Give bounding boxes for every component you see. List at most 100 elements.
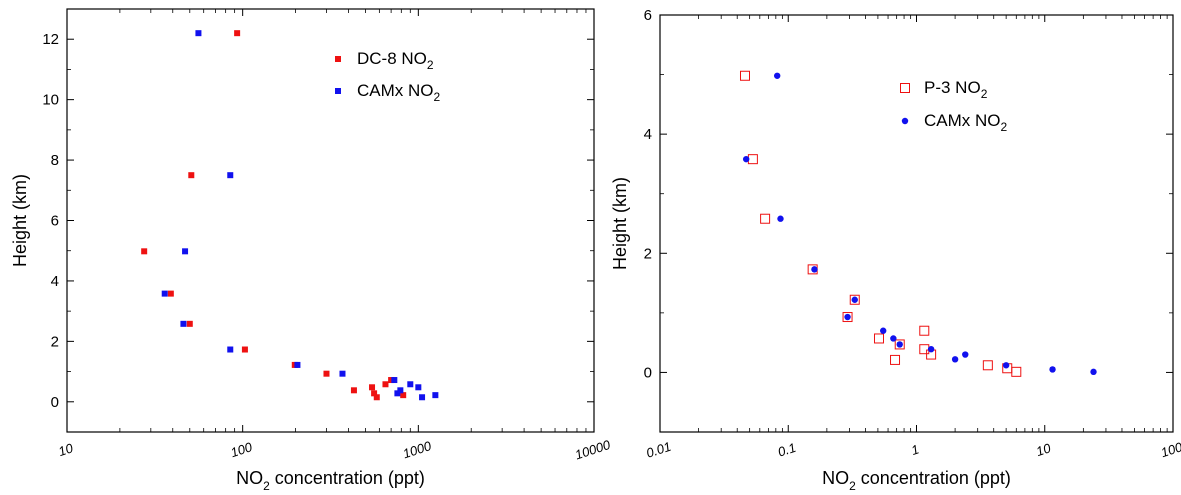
data-point — [851, 296, 858, 303]
data-point — [186, 320, 193, 327]
x-axis-label-main: NO — [236, 468, 263, 488]
data-point — [1090, 368, 1097, 376]
y-tick-label: 6 — [644, 7, 652, 24]
data-point — [432, 392, 439, 399]
legend-label-main: CAMx NO — [357, 81, 434, 100]
y-tick-label: 10 — [42, 92, 59, 109]
data-point — [777, 215, 784, 222]
data-point — [234, 30, 241, 37]
data-point — [982, 360, 993, 371]
data-point — [890, 354, 901, 365]
x-tick-label: 1000 — [401, 438, 434, 461]
x-tick-label: 100 — [1159, 439, 1181, 460]
x-tick-label: 10 — [56, 440, 75, 459]
y-tick-label: 8 — [51, 152, 59, 169]
data-point — [407, 381, 414, 388]
y-axis-label: Height (km) — [610, 177, 630, 270]
legend-label-main: P-3 NO — [924, 78, 981, 97]
legend-label-subscript: 2 — [427, 58, 434, 72]
data-point — [227, 346, 234, 353]
plot-frame — [66, 8, 595, 433]
x-axis-label: NO2 concentration (ppt) — [236, 468, 425, 493]
legend-label-subscript: 2 — [434, 90, 441, 104]
data-point — [167, 290, 174, 297]
data-point — [773, 72, 781, 79]
legend-label-subscript: 2 — [1001, 120, 1008, 134]
y-tick-label: 0 — [51, 394, 59, 411]
legend-marker — [901, 117, 909, 125]
x-axis-label-suffix: concentration (ppt) — [270, 468, 425, 488]
data-point — [415, 384, 422, 391]
y-tick-label: 0 — [644, 364, 652, 381]
data-point — [880, 327, 887, 334]
legend-label-main: DC-8 NO — [357, 49, 427, 68]
data-point — [397, 387, 404, 394]
y-tick-label: 4 — [51, 273, 59, 290]
x-tick-label: 10000 — [573, 437, 613, 463]
data-point — [951, 356, 959, 363]
x-tick-label: 1 — [909, 441, 921, 458]
data-point — [180, 320, 187, 327]
data-point — [188, 172, 195, 179]
data-point — [419, 394, 426, 401]
data-point — [323, 370, 330, 377]
x-axis-label-main: NO — [822, 468, 849, 488]
data-point — [742, 155, 750, 163]
x-axis-label-subscript: 2 — [849, 479, 856, 493]
data-point — [927, 345, 935, 353]
x-axis-label-subscript: 2 — [263, 479, 270, 493]
data-point — [1011, 366, 1022, 377]
data-point — [1049, 366, 1056, 373]
legend-label: CAMx NO2 — [924, 111, 1008, 134]
y-axis-label: Height (km) — [10, 174, 30, 267]
data-point — [227, 172, 234, 179]
data-point — [962, 351, 969, 358]
x-axis-label: NO2 concentration (ppt) — [822, 468, 1011, 493]
data-point — [919, 325, 930, 336]
legend-marker — [335, 56, 341, 62]
y-tick-label: 2 — [51, 333, 59, 350]
data-point — [760, 213, 771, 224]
x-tick-label: 10 — [1034, 440, 1053, 459]
series-2 — [161, 30, 439, 401]
legend-marker — [335, 88, 341, 94]
data-point — [894, 339, 905, 350]
data-point — [382, 381, 389, 388]
data-point — [919, 344, 930, 355]
y-tick-label: 12 — [42, 31, 59, 48]
data-point — [1002, 362, 1010, 369]
y-tick-label: 4 — [644, 126, 652, 143]
data-point — [350, 387, 357, 394]
legend-label-subscript: 2 — [981, 87, 988, 101]
data-point — [141, 248, 148, 255]
data-point — [161, 290, 168, 297]
x-axis-label-suffix: concentration (ppt) — [856, 468, 1011, 488]
legend-label-main: CAMx NO — [924, 111, 1001, 130]
data-point — [844, 313, 851, 321]
data-point — [896, 341, 903, 348]
y-tick-label: 6 — [51, 213, 59, 230]
data-point — [400, 392, 407, 399]
data-point — [739, 70, 750, 81]
x-tick-label: 0.1 — [776, 440, 798, 460]
data-point — [371, 390, 378, 397]
data-point — [388, 377, 395, 384]
data-point — [873, 333, 884, 344]
legend-label: P-3 NO2 — [924, 78, 988, 101]
data-point — [241, 346, 248, 353]
data-point — [369, 384, 376, 391]
data-point — [842, 312, 853, 323]
data-point — [391, 377, 398, 384]
x-tick-label: 100 — [229, 439, 255, 460]
data-point — [849, 294, 860, 305]
legend-label: DC-8 NO2 — [357, 49, 434, 72]
data-point — [890, 335, 897, 342]
legend-label: CAMx NO2 — [357, 81, 441, 104]
data-point — [747, 154, 758, 165]
series-2 — [742, 72, 1097, 376]
